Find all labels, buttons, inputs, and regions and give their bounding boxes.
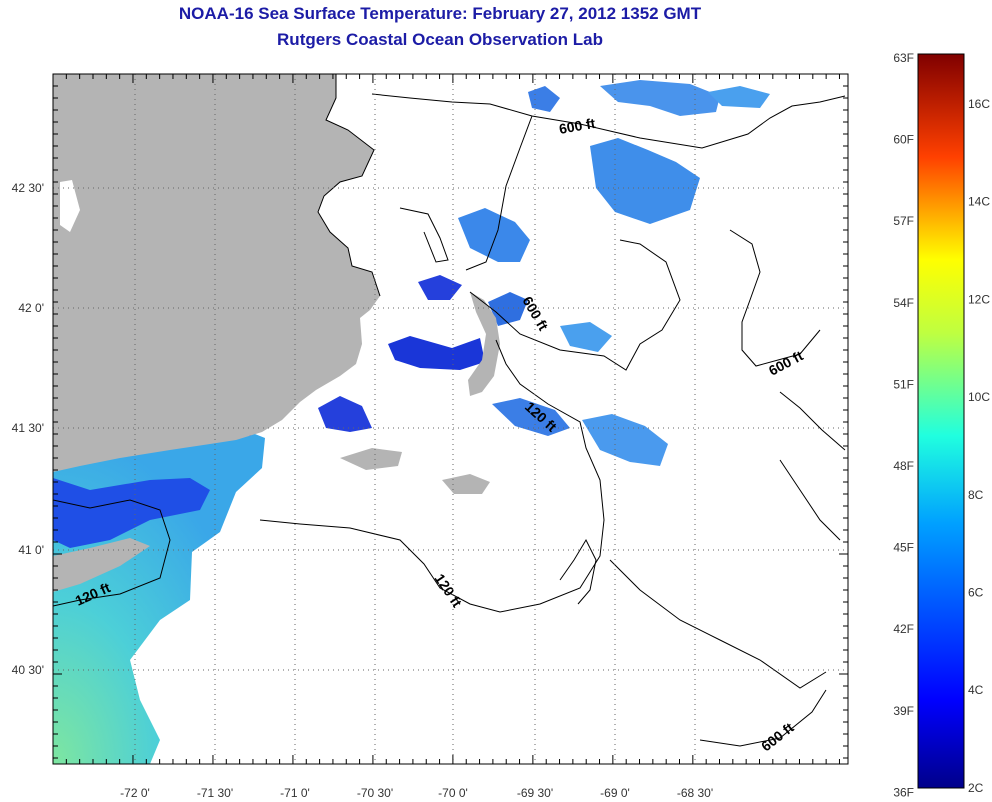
lat-lon-grid bbox=[53, 74, 848, 764]
x-tick-label: -72 0' bbox=[120, 786, 150, 800]
y-tick-labels: 42 30' 42 0' 41 30' 41 0' 40 30' bbox=[12, 181, 44, 677]
colorbar-f-label: 39F bbox=[893, 704, 914, 718]
map-frame bbox=[52, 73, 849, 765]
x-tick-label: -69 30' bbox=[517, 786, 553, 800]
colorbar-c-label: 10C bbox=[968, 390, 990, 404]
land-layer bbox=[53, 74, 500, 592]
bathymetry-contours bbox=[53, 74, 846, 747]
colorbar-c-label: 16C bbox=[968, 97, 990, 111]
x-tick-label: -70 0' bbox=[438, 786, 468, 800]
colorbar-c-label: 2C bbox=[968, 781, 984, 795]
x-tick-label: -68 30' bbox=[677, 786, 713, 800]
x-tick-label: -71 0' bbox=[280, 786, 310, 800]
map-subtitle: Rutgers Coastal Ocean Observation Lab bbox=[277, 30, 603, 49]
colorbar-f-label: 36F bbox=[893, 785, 914, 799]
x-tick-labels: -72 0' -71 30' -71 0' -70 30' -70 0' -69 30' -… bbox=[120, 786, 713, 800]
x-tick-label: -71 30' bbox=[197, 786, 233, 800]
y-tick-label: 42 30' bbox=[12, 181, 44, 195]
map-title: NOAA-16 Sea Surface Temperature: Februar… bbox=[178, 4, 702, 23]
colorbar-labels: 63F 60F 57F 54F 51F 48F 45F 42F 39F 36F 16C 14C 12C 1… bbox=[893, 51, 990, 799]
colorbar-c-label: 4C bbox=[968, 683, 984, 697]
y-tick-label: 41 30' bbox=[12, 421, 44, 435]
y-tick-label: 41 0' bbox=[18, 543, 44, 557]
colorbar-f-label: 54F bbox=[893, 296, 914, 310]
sst-data-layer bbox=[53, 80, 770, 764]
colorbar-c-label: 8C bbox=[968, 488, 984, 502]
x-tick-label: -69 0' bbox=[600, 786, 630, 800]
colorbar-f-label: 42F bbox=[893, 622, 914, 636]
colorbar-c-label: 6C bbox=[968, 586, 984, 600]
colorbar-f-label: 57F bbox=[893, 214, 914, 228]
colorbar-f-label: 48F bbox=[893, 459, 914, 473]
x-tick-label: -70 30' bbox=[357, 786, 393, 800]
y-tick-label: 40 30' bbox=[12, 663, 44, 677]
colorbar-f-label: 60F bbox=[893, 133, 914, 147]
colorbar-f-label: 63F bbox=[893, 51, 914, 65]
frame-ticks bbox=[52, 73, 848, 764]
contour-label: 600 ft bbox=[558, 115, 597, 137]
colorbar-f-label: 45F bbox=[893, 541, 914, 555]
colorbar-c-label: 12C bbox=[968, 292, 990, 306]
colorbar bbox=[917, 53, 965, 789]
colorbar-c-label: 14C bbox=[968, 195, 990, 209]
colorbar-f-label: 51F bbox=[893, 377, 914, 391]
y-tick-label: 42 0' bbox=[18, 301, 44, 315]
